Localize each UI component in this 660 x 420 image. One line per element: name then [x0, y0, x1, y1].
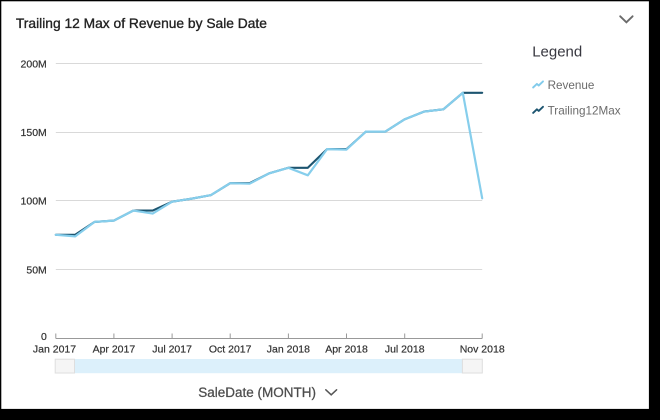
svg-text:Jul 2017: Jul 2017 [152, 343, 192, 355]
svg-text:Apr 2017: Apr 2017 [93, 343, 136, 355]
svg-text:Oct 2017: Oct 2017 [209, 343, 252, 355]
svg-text:Trailing 12 Max of Revenue by: Trailing 12 Max of Revenue by Sale Date [16, 16, 267, 31]
svg-text:Nov 2018: Nov 2018 [460, 343, 505, 355]
svg-text:150M: 150M [21, 127, 47, 139]
svg-text:Jul 2018: Jul 2018 [385, 343, 425, 355]
svg-text:SaleDate (MONTH): SaleDate (MONTH) [198, 385, 316, 400]
svg-text:100M: 100M [21, 196, 47, 208]
svg-text:Revenue: Revenue [548, 79, 595, 92]
svg-text:Apr 2018: Apr 2018 [325, 343, 368, 355]
svg-text:200M: 200M [21, 58, 47, 70]
svg-text:Trailing12Max: Trailing12Max [548, 104, 621, 117]
svg-text:0: 0 [41, 331, 47, 343]
svg-text:50M: 50M [26, 264, 46, 276]
svg-text:Legend: Legend [532, 43, 582, 60]
svg-text:Jan 2018: Jan 2018 [267, 343, 310, 355]
svg-text:Jan 2017: Jan 2017 [33, 343, 76, 355]
